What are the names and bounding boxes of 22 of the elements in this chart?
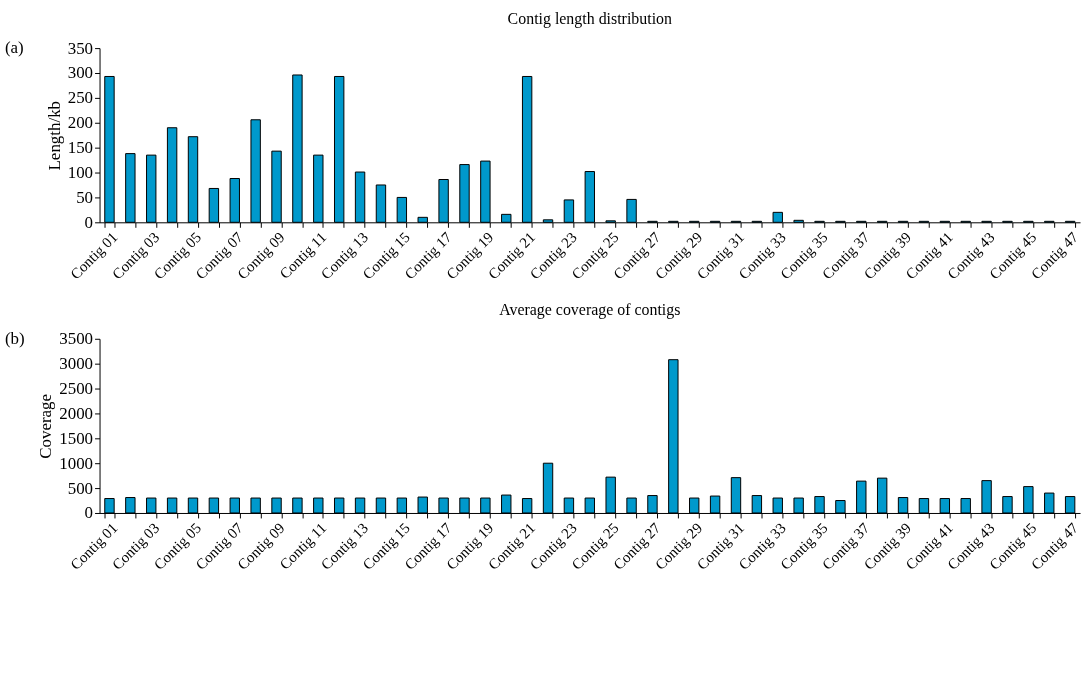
y-axis-title: Length/kb [44, 100, 64, 171]
y-tick-label: 0 [84, 212, 94, 232]
y-tick-label: 1000 [59, 453, 94, 473]
y-tick-label: 500 [67, 478, 94, 498]
y-tick-label: 2000 [59, 403, 94, 423]
text: (b) [4, 328, 25, 348]
y-tick-label: 2500 [59, 379, 94, 399]
y-tick-label: 200 [67, 113, 94, 133]
y-tick-label: 250 [67, 88, 94, 108]
y-tick-label: 50 [76, 187, 94, 207]
y-tick-label: 0 [84, 503, 94, 523]
y-axis-title: Coverage [36, 393, 56, 459]
y-tick-label: 150 [67, 138, 94, 158]
chart-title: Average coverage of contigs [499, 300, 681, 319]
y-tick-label: 350 [67, 38, 94, 58]
y-tick-label: 3000 [59, 354, 94, 374]
chart-title: Contig length distribution [507, 10, 673, 29]
y-tick-label: 100 [67, 163, 94, 183]
y-tick-label: 3500 [59, 329, 94, 349]
y-tick-label: 300 [67, 63, 94, 83]
text: (a) [4, 38, 24, 58]
y-tick-label: 1500 [59, 428, 94, 448]
